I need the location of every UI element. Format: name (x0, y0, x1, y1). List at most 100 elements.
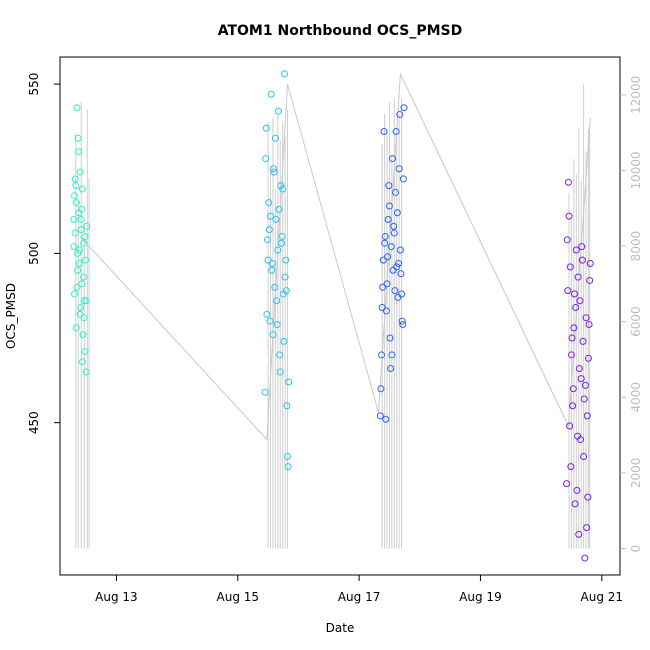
data-point (391, 287, 399, 295)
data-point (390, 222, 398, 230)
data-point (563, 480, 571, 488)
data-point (376, 412, 384, 420)
data-point (569, 385, 577, 393)
data-point (586, 260, 594, 268)
x-tick-label: Aug 21 (581, 590, 624, 604)
data-point (563, 236, 571, 244)
data-point (80, 297, 88, 305)
data-point (272, 216, 280, 224)
plot-frame (59, 56, 621, 576)
data-point (78, 358, 86, 366)
data-point (584, 354, 592, 362)
data-point (275, 205, 283, 213)
x-axis: Aug 13 Aug 15 Aug 17 Aug 19 Aug 21 (95, 575, 623, 604)
data-point (74, 266, 82, 274)
data-point (261, 388, 269, 396)
data-point (392, 188, 400, 196)
data-point (379, 256, 387, 264)
data-point (565, 212, 573, 220)
data-point (279, 185, 287, 193)
y2-tick-label: 6000 (629, 306, 643, 337)
data-point (381, 232, 389, 240)
data-point (74, 249, 82, 257)
data-point (390, 229, 398, 237)
data-point (82, 368, 90, 376)
data-point (393, 263, 401, 271)
data-point (274, 246, 282, 254)
data-point (267, 90, 275, 98)
data-point (400, 104, 408, 112)
x-tick-label: Aug 17 (338, 590, 381, 604)
data-point (73, 104, 81, 112)
y-tick-label: 550 (27, 73, 41, 96)
data-point (71, 192, 79, 200)
data-point (399, 175, 407, 183)
y2-tick-label: 10000 (629, 151, 643, 189)
data-point (80, 273, 88, 281)
data-point (399, 320, 407, 328)
data-point (265, 199, 273, 207)
data-point (580, 453, 588, 461)
data-point (273, 320, 281, 328)
data-point (268, 266, 276, 274)
data-point (577, 375, 585, 383)
data-point (571, 500, 579, 508)
y-tick-label: 500 (27, 242, 41, 265)
data-point (564, 287, 572, 295)
data-point (396, 111, 404, 119)
data-point (379, 283, 387, 291)
chart-title: ATOM1 Northbound OCS_PMSD (218, 23, 463, 39)
data-point (271, 134, 279, 142)
data-point (573, 486, 581, 494)
data-point (76, 310, 84, 318)
x-tick-label: Aug 13 (95, 590, 138, 604)
data-point (81, 256, 89, 264)
data-point (579, 337, 587, 345)
data-point (393, 209, 401, 217)
data-point (569, 402, 577, 410)
data-point (584, 493, 592, 501)
data-point (385, 202, 393, 210)
data-point (392, 127, 400, 135)
data-point (398, 290, 406, 298)
data-point (271, 283, 279, 291)
data-point (381, 239, 389, 247)
data-points (70, 70, 594, 562)
data-point (570, 324, 578, 332)
data-point (383, 280, 391, 288)
data-point (280, 70, 288, 78)
data-point (575, 530, 583, 538)
data-point (385, 182, 393, 190)
data-point (572, 246, 580, 254)
data-point (578, 256, 586, 264)
data-point (270, 168, 278, 176)
data-point (577, 436, 585, 444)
y2-tick-label: 12000 (629, 76, 643, 114)
data-point (74, 134, 82, 142)
data-point (382, 415, 390, 423)
data-point (263, 236, 271, 244)
data-point (394, 293, 402, 301)
y-axis-right: 0 2000 4000 6000 8000 10000 12000 (620, 76, 643, 552)
data-point (572, 304, 580, 312)
data-point (266, 317, 274, 325)
data-point (83, 222, 91, 230)
data-point (276, 368, 284, 376)
data-point (567, 351, 575, 359)
data-point (76, 168, 84, 176)
data-point (384, 216, 392, 224)
y-tick-label: 450 (27, 411, 41, 434)
data-point (262, 155, 270, 163)
data-point (281, 273, 289, 281)
data-point (380, 127, 388, 135)
data-point (72, 199, 80, 207)
data-point (78, 205, 86, 213)
data-point (70, 243, 78, 251)
data-point (388, 351, 396, 359)
data-point (77, 304, 85, 312)
data-point (284, 463, 292, 471)
data-point (578, 243, 586, 251)
data-point (384, 253, 392, 261)
data-point (564, 178, 572, 186)
trend-line-group (79, 71, 591, 441)
